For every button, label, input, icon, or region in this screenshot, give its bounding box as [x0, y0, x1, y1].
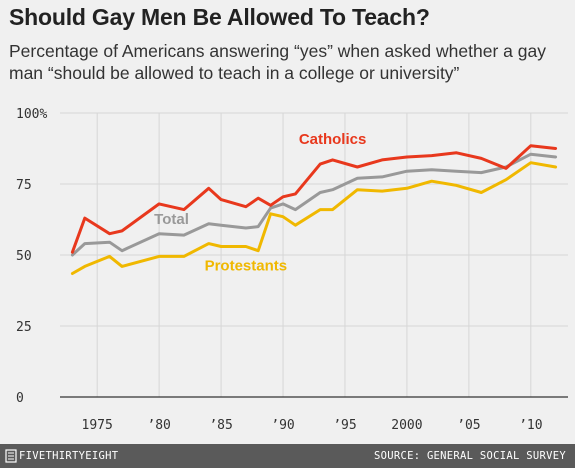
series-line-protestants — [70, 161, 558, 275]
chart-title: Should Gay Men Be Allowed To Teach? — [9, 4, 430, 30]
x-tick-label: 2000 — [391, 418, 422, 433]
y-tick-label: 100% — [16, 107, 47, 122]
x-tick-label: ’05 — [457, 418, 480, 433]
y-tick-label: 0 — [16, 391, 24, 406]
fivethirtyeight-logo-icon — [5, 449, 17, 463]
x-tick-label: ’80 — [147, 418, 170, 433]
y-tick-label: 50 — [16, 249, 32, 264]
y-tick-label: 25 — [16, 320, 32, 335]
chart-subtitle: Percentage of Americans answering “yes” … — [9, 41, 546, 83]
grid-layer: 1975 ’80 ’85 ’90 ’95 2000 ’05 ’10 0 25 50 75 100% — [16, 107, 568, 433]
footer-brand: FIVETHIRTYEIGHT — [19, 450, 119, 462]
series-line-total — [70, 152, 558, 257]
line-chart: 1975 ’80 ’85 ’90 ’95 2000 ’05 ’10 0 25 50 75 100% To… — [16, 107, 568, 433]
x-tick-label: 1975 — [82, 418, 113, 433]
x-tick-label: ’10 — [519, 418, 542, 433]
y-tick-label: 75 — [16, 178, 32, 193]
series-label-catholics: Catholics — [299, 131, 367, 148]
series-layer — [70, 144, 558, 275]
x-tick-label: ’95 — [333, 418, 356, 433]
label-layer: Total Protestants Catholics — [154, 131, 366, 274]
x-tick-label: ’90 — [271, 418, 294, 433]
footer-source: SOURCE: GENERAL SOCIAL SURVEY — [373, 450, 566, 462]
series-label-total: Total — [154, 211, 189, 228]
series-label-protestants: Protestants — [205, 258, 288, 275]
x-tick-label: ’85 — [209, 418, 232, 433]
series-line-catholics — [70, 144, 558, 254]
footer-bar: FIVETHIRTYEIGHT SOURCE: GENERAL SOCIAL S… — [0, 444, 575, 468]
